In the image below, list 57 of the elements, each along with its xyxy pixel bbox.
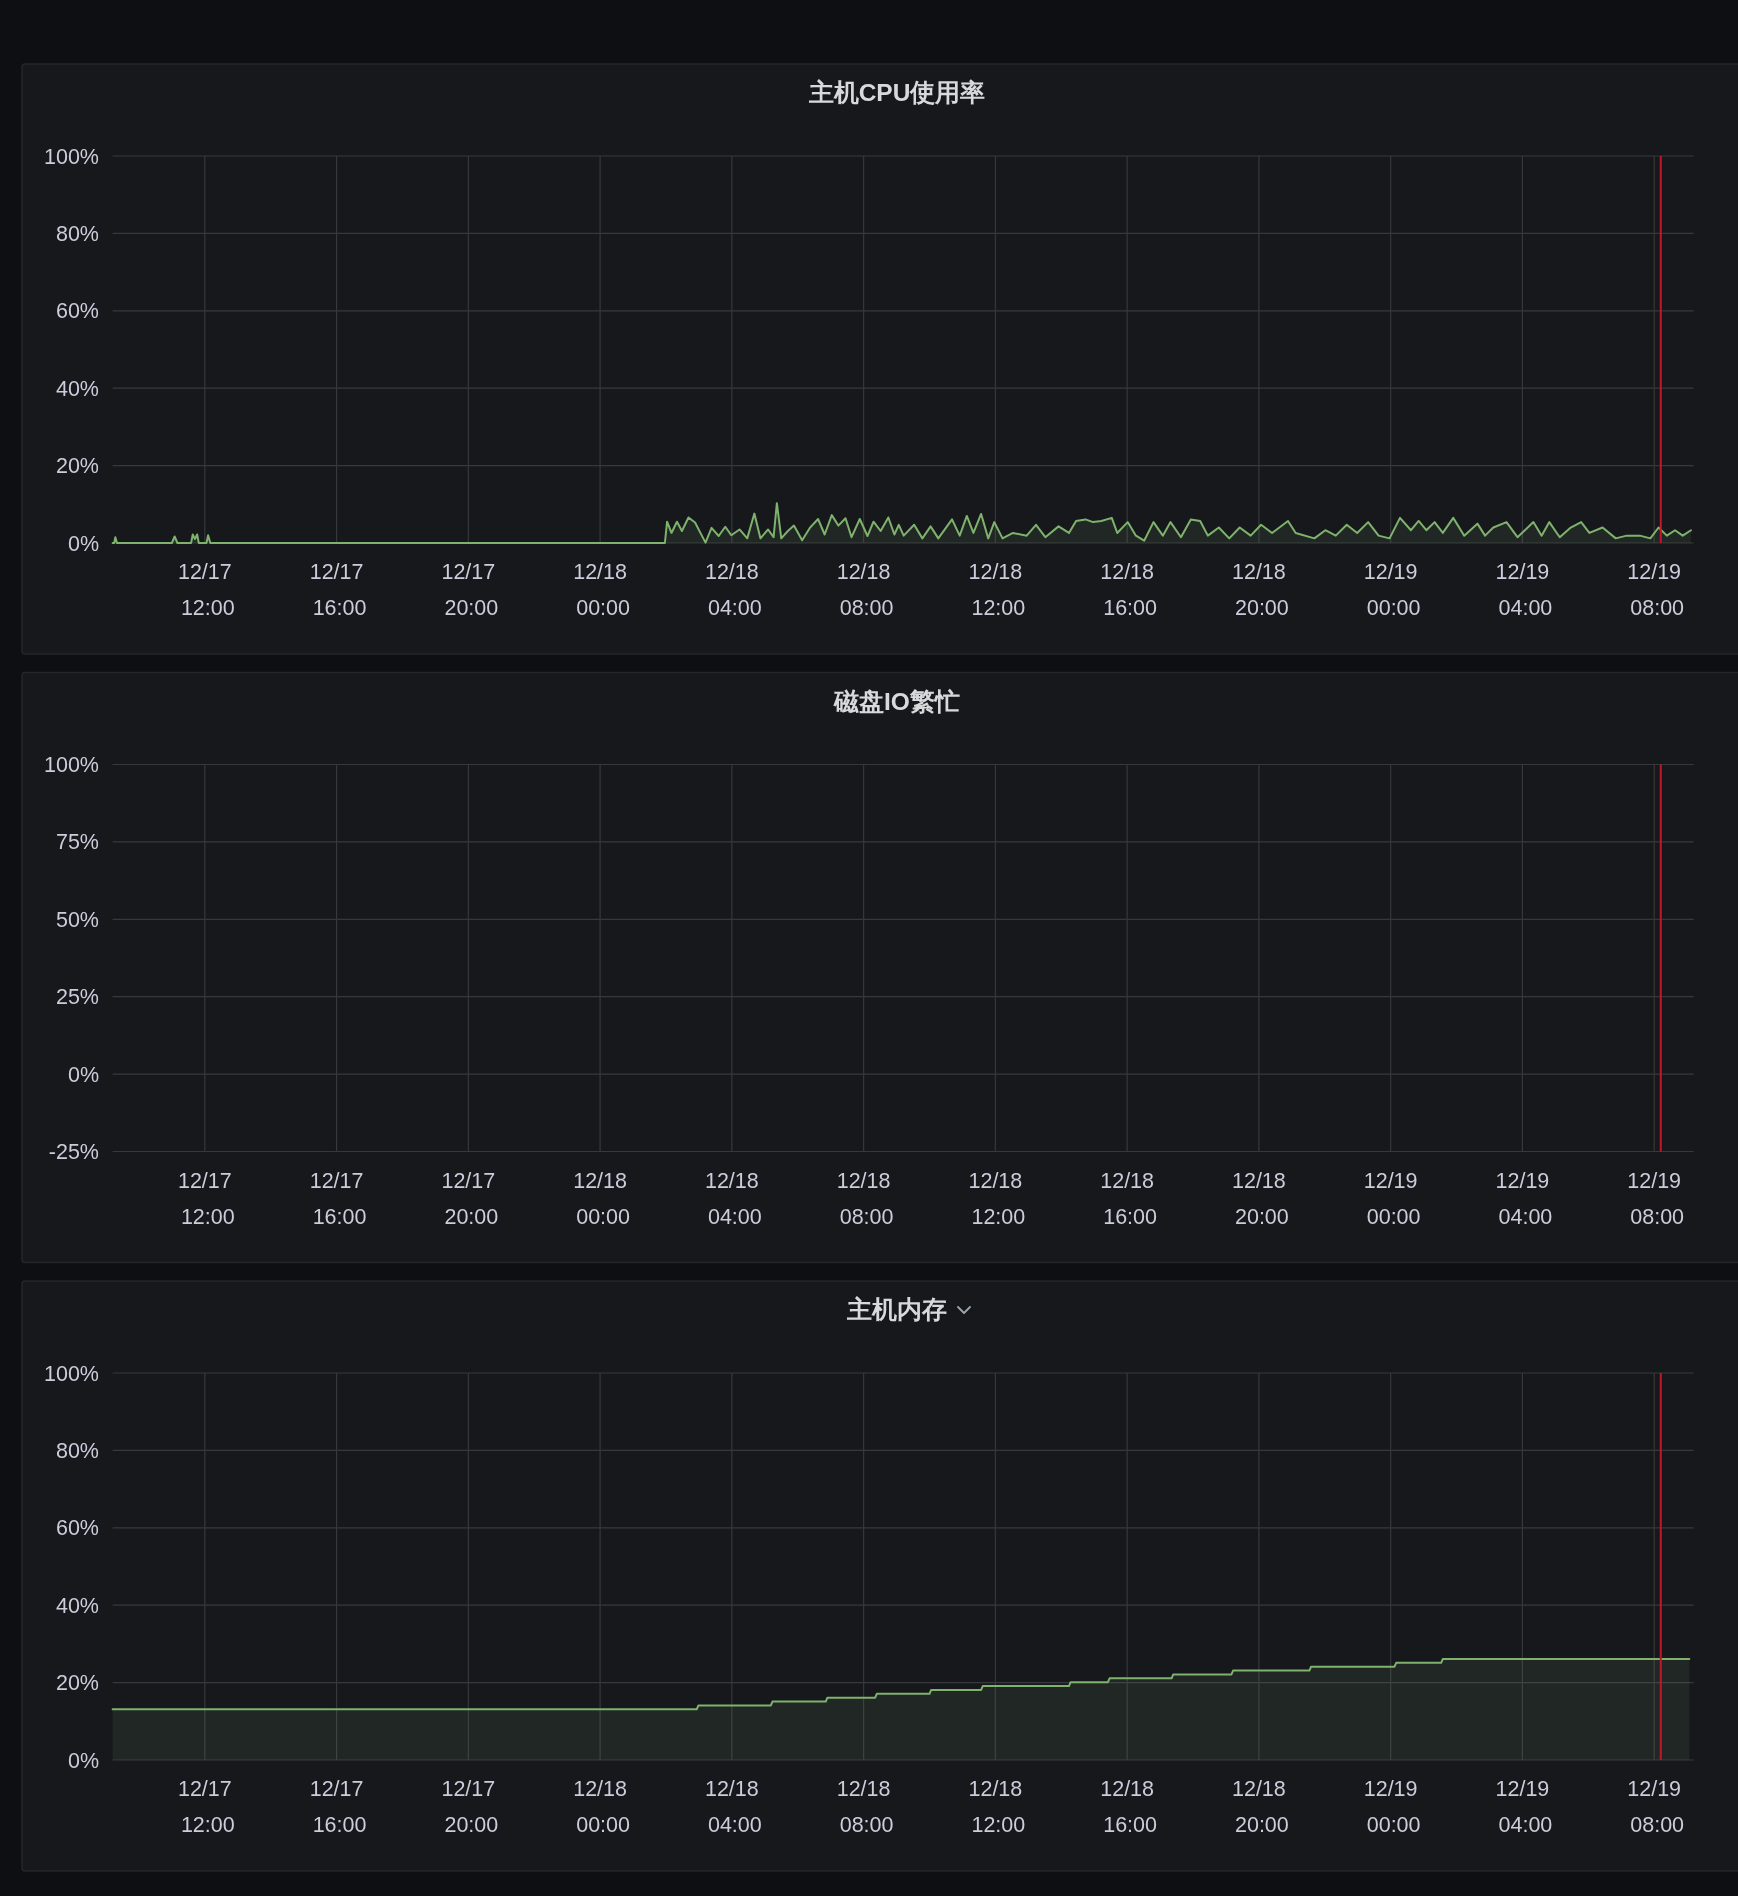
x-tick-label: 12/18 16:00 [1097,560,1158,620]
y-tick-label: 100% [44,144,99,169]
y-tick-label: 80% [55,1438,99,1463]
x-tick-label: 12/18 16:00 [1097,1168,1158,1229]
y-tick-label: -25% [48,1140,99,1164]
x-tick-label: 12/18 04:00 [701,1777,762,1837]
x-tick-label: 12/18 04:00 [701,560,762,620]
y-tick-label: 100% [44,1361,99,1386]
x-tick-label: 12/18 08:00 [833,1168,894,1229]
x-tick-label: 12/18 00:00 [570,1168,631,1229]
chart-title: 磁盘IO繁忙 [833,687,960,715]
x-tick-label: 12/19 00:00 [1360,560,1421,620]
x-tick-label: 12/17 12:00 [174,1777,235,1837]
x-tick-label: 12/18 12:00 [965,560,1026,620]
y-tick-label: 100% [44,753,99,777]
x-tick-label: 12/19 04:00 [1492,1168,1553,1229]
y-tick-label: 60% [55,299,99,324]
y-tick-label: 50% [55,907,99,932]
y-tick-label: 25% [55,985,99,1010]
x-tick-label: 12/19 08:00 [1624,1777,1685,1837]
x-tick-label: 12/19 00:00 [1360,1168,1421,1229]
x-tick-label: 12/18 20:00 [1229,1168,1289,1229]
x-tick-label: 12/17 12:00 [174,560,235,620]
x-tick-label: 12/17 12:00 [174,1168,235,1229]
x-tick-label: 12/18 04:00 [701,1168,762,1229]
x-tick-label: 12/19 08:00 [1624,1168,1685,1229]
chart-title: 主机CPU使用率 [807,79,986,106]
y-tick-label: 0% [67,531,99,556]
y-tick-label: 0% [67,1062,99,1087]
x-tick-label: 12/18 16:00 [1097,1777,1158,1837]
y-tick-label: 80% [55,221,99,246]
x-tick-label: 12/17 20:00 [438,1777,499,1837]
x-tick-label: 12/17 16:00 [306,1777,367,1837]
x-tick-label: 12/18 12:00 [965,1168,1026,1229]
x-tick-label: 12/19 04:00 [1492,560,1553,620]
x-tick-label: 12/19 00:00 [1360,1777,1421,1837]
x-tick-label: 12/17 20:00 [438,560,499,620]
x-tick-label: 12/18 12:00 [965,1777,1026,1837]
x-tick-label: 12/17 16:00 [306,560,367,620]
x-tick-label: 12/18 00:00 [570,560,631,620]
x-tick-label: 12/17 16:00 [306,1168,367,1229]
x-tick-label: 12/17 20:00 [438,1168,499,1229]
x-tick-label: 12/18 08:00 [833,560,894,620]
y-tick-label: 75% [55,830,99,855]
x-tick-label: 12/18 20:00 [1229,560,1289,620]
x-tick-label: 12/18 08:00 [833,1777,894,1837]
y-tick-label: 40% [55,376,99,401]
x-tick-label: 12/18 00:00 [570,1777,631,1837]
y-tick-label: 20% [55,1671,99,1696]
x-tick-label: 12/19 04:00 [1492,1777,1553,1837]
x-tick-label: 12/18 20:00 [1229,1777,1289,1837]
y-tick-label: 40% [55,1593,99,1618]
y-tick-label: 20% [55,454,99,479]
chart-title: 主机内存 [846,1296,947,1323]
y-tick-label: 0% [67,1748,99,1773]
y-tick-label: 60% [55,1516,99,1541]
x-tick-label: 12/19 08:00 [1624,560,1685,620]
